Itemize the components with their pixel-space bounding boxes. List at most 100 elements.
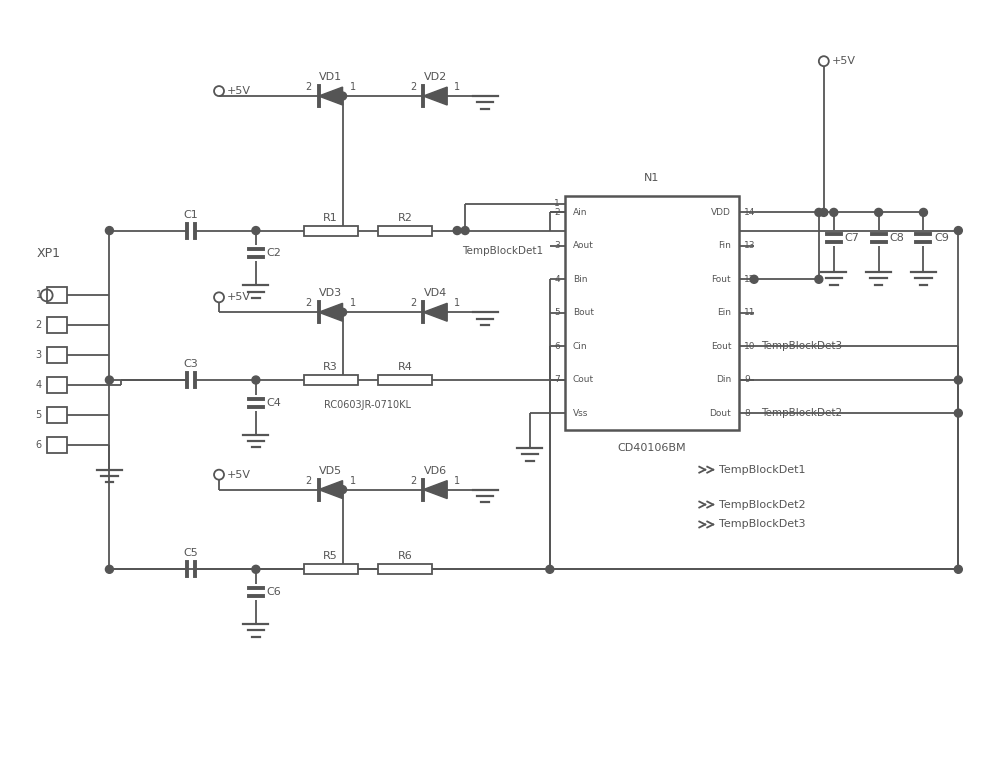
Text: 1: 1: [454, 298, 460, 308]
Text: Vss: Vss: [573, 409, 588, 418]
Text: 1: 1: [554, 199, 560, 208]
Text: +5V: +5V: [227, 470, 251, 480]
Text: C9: C9: [934, 233, 949, 243]
Circle shape: [875, 208, 883, 216]
Text: TempBlockDet2: TempBlockDet2: [761, 408, 842, 418]
Text: +5V: +5V: [227, 292, 251, 302]
Text: Aout: Aout: [573, 241, 594, 250]
Text: VD1: VD1: [319, 72, 342, 82]
Circle shape: [820, 208, 828, 216]
Text: 1: 1: [349, 82, 356, 92]
Text: 14: 14: [744, 208, 755, 217]
Text: CD40106BM: CD40106BM: [617, 443, 686, 453]
Text: 10: 10: [744, 342, 756, 350]
Text: 4: 4: [36, 380, 42, 390]
Circle shape: [105, 376, 113, 384]
Bar: [565, 196, 739, 430]
Text: XP1: XP1: [37, 247, 61, 260]
Text: 3: 3: [554, 241, 560, 250]
Text: Bin: Bin: [573, 275, 587, 284]
Circle shape: [339, 486, 347, 493]
Polygon shape: [423, 480, 447, 499]
Text: R2: R2: [398, 213, 413, 223]
Text: C6: C6: [267, 588, 282, 597]
Polygon shape: [423, 303, 447, 321]
Circle shape: [954, 409, 962, 417]
Text: VD4: VD4: [424, 288, 447, 298]
Text: RC0603JR-0710KL: RC0603JR-0710KL: [324, 400, 411, 410]
Text: 2: 2: [35, 321, 42, 330]
Text: R6: R6: [398, 552, 413, 562]
Text: 4: 4: [554, 275, 560, 284]
Text: VD3: VD3: [319, 288, 342, 298]
Text: 8: 8: [744, 409, 750, 418]
Text: 2: 2: [554, 208, 560, 217]
Text: +5V: +5V: [227, 86, 251, 96]
Text: C4: C4: [267, 398, 282, 408]
Text: Ein: Ein: [717, 308, 731, 317]
Text: 9: 9: [744, 375, 750, 384]
Text: VD5: VD5: [319, 466, 342, 476]
Text: C7: C7: [845, 233, 860, 243]
Text: 5: 5: [554, 308, 560, 317]
Text: Cout: Cout: [573, 375, 594, 384]
Bar: [47, 347, 67, 363]
Text: VD2: VD2: [424, 72, 447, 82]
Circle shape: [815, 208, 823, 216]
Text: 2: 2: [410, 82, 416, 92]
Text: C2: C2: [267, 249, 282, 259]
Circle shape: [339, 92, 347, 100]
Text: R5: R5: [323, 552, 338, 562]
Circle shape: [815, 275, 823, 283]
Text: 1: 1: [349, 476, 356, 486]
Text: R1: R1: [323, 213, 338, 223]
Text: 2: 2: [306, 82, 312, 92]
Text: +5V: +5V: [832, 56, 856, 66]
Text: C3: C3: [184, 359, 199, 369]
Text: C8: C8: [890, 233, 904, 243]
Text: Fin: Fin: [718, 241, 731, 250]
Bar: [47, 407, 67, 423]
Text: 1: 1: [454, 476, 460, 486]
Text: 1: 1: [454, 82, 460, 92]
Text: C1: C1: [184, 210, 199, 220]
Text: TempBlockDet1: TempBlockDet1: [462, 246, 543, 256]
Text: 13: 13: [744, 241, 756, 250]
Bar: [378, 375, 432, 385]
Bar: [47, 377, 67, 393]
Text: 12: 12: [744, 275, 755, 284]
Circle shape: [252, 226, 260, 235]
Text: 2: 2: [306, 476, 312, 486]
Text: 5: 5: [35, 410, 42, 420]
Bar: [47, 288, 67, 303]
Text: R3: R3: [323, 362, 338, 372]
Text: TempBlockDet3: TempBlockDet3: [761, 341, 842, 351]
Text: Dout: Dout: [709, 409, 731, 418]
Circle shape: [105, 226, 113, 235]
Text: 2: 2: [410, 476, 416, 486]
Polygon shape: [319, 87, 343, 105]
Text: Ain: Ain: [573, 208, 587, 217]
Polygon shape: [319, 480, 343, 499]
Text: 6: 6: [36, 440, 42, 450]
Circle shape: [461, 226, 469, 235]
Text: 7: 7: [554, 375, 560, 384]
Bar: [47, 437, 67, 453]
Circle shape: [954, 565, 962, 573]
Text: 1: 1: [349, 298, 356, 308]
Circle shape: [830, 208, 838, 216]
Bar: [378, 565, 432, 575]
Text: TempBlockDet1: TempBlockDet1: [719, 464, 806, 474]
Circle shape: [750, 275, 758, 283]
Text: Fout: Fout: [712, 275, 731, 284]
Text: Eout: Eout: [711, 342, 731, 350]
Text: R4: R4: [398, 362, 413, 372]
Circle shape: [252, 376, 260, 384]
Circle shape: [954, 226, 962, 235]
Text: Bout: Bout: [573, 308, 594, 317]
Text: 1: 1: [36, 291, 42, 301]
Bar: [378, 226, 432, 236]
Bar: [304, 375, 358, 385]
Text: 3: 3: [36, 350, 42, 360]
Circle shape: [546, 565, 554, 573]
